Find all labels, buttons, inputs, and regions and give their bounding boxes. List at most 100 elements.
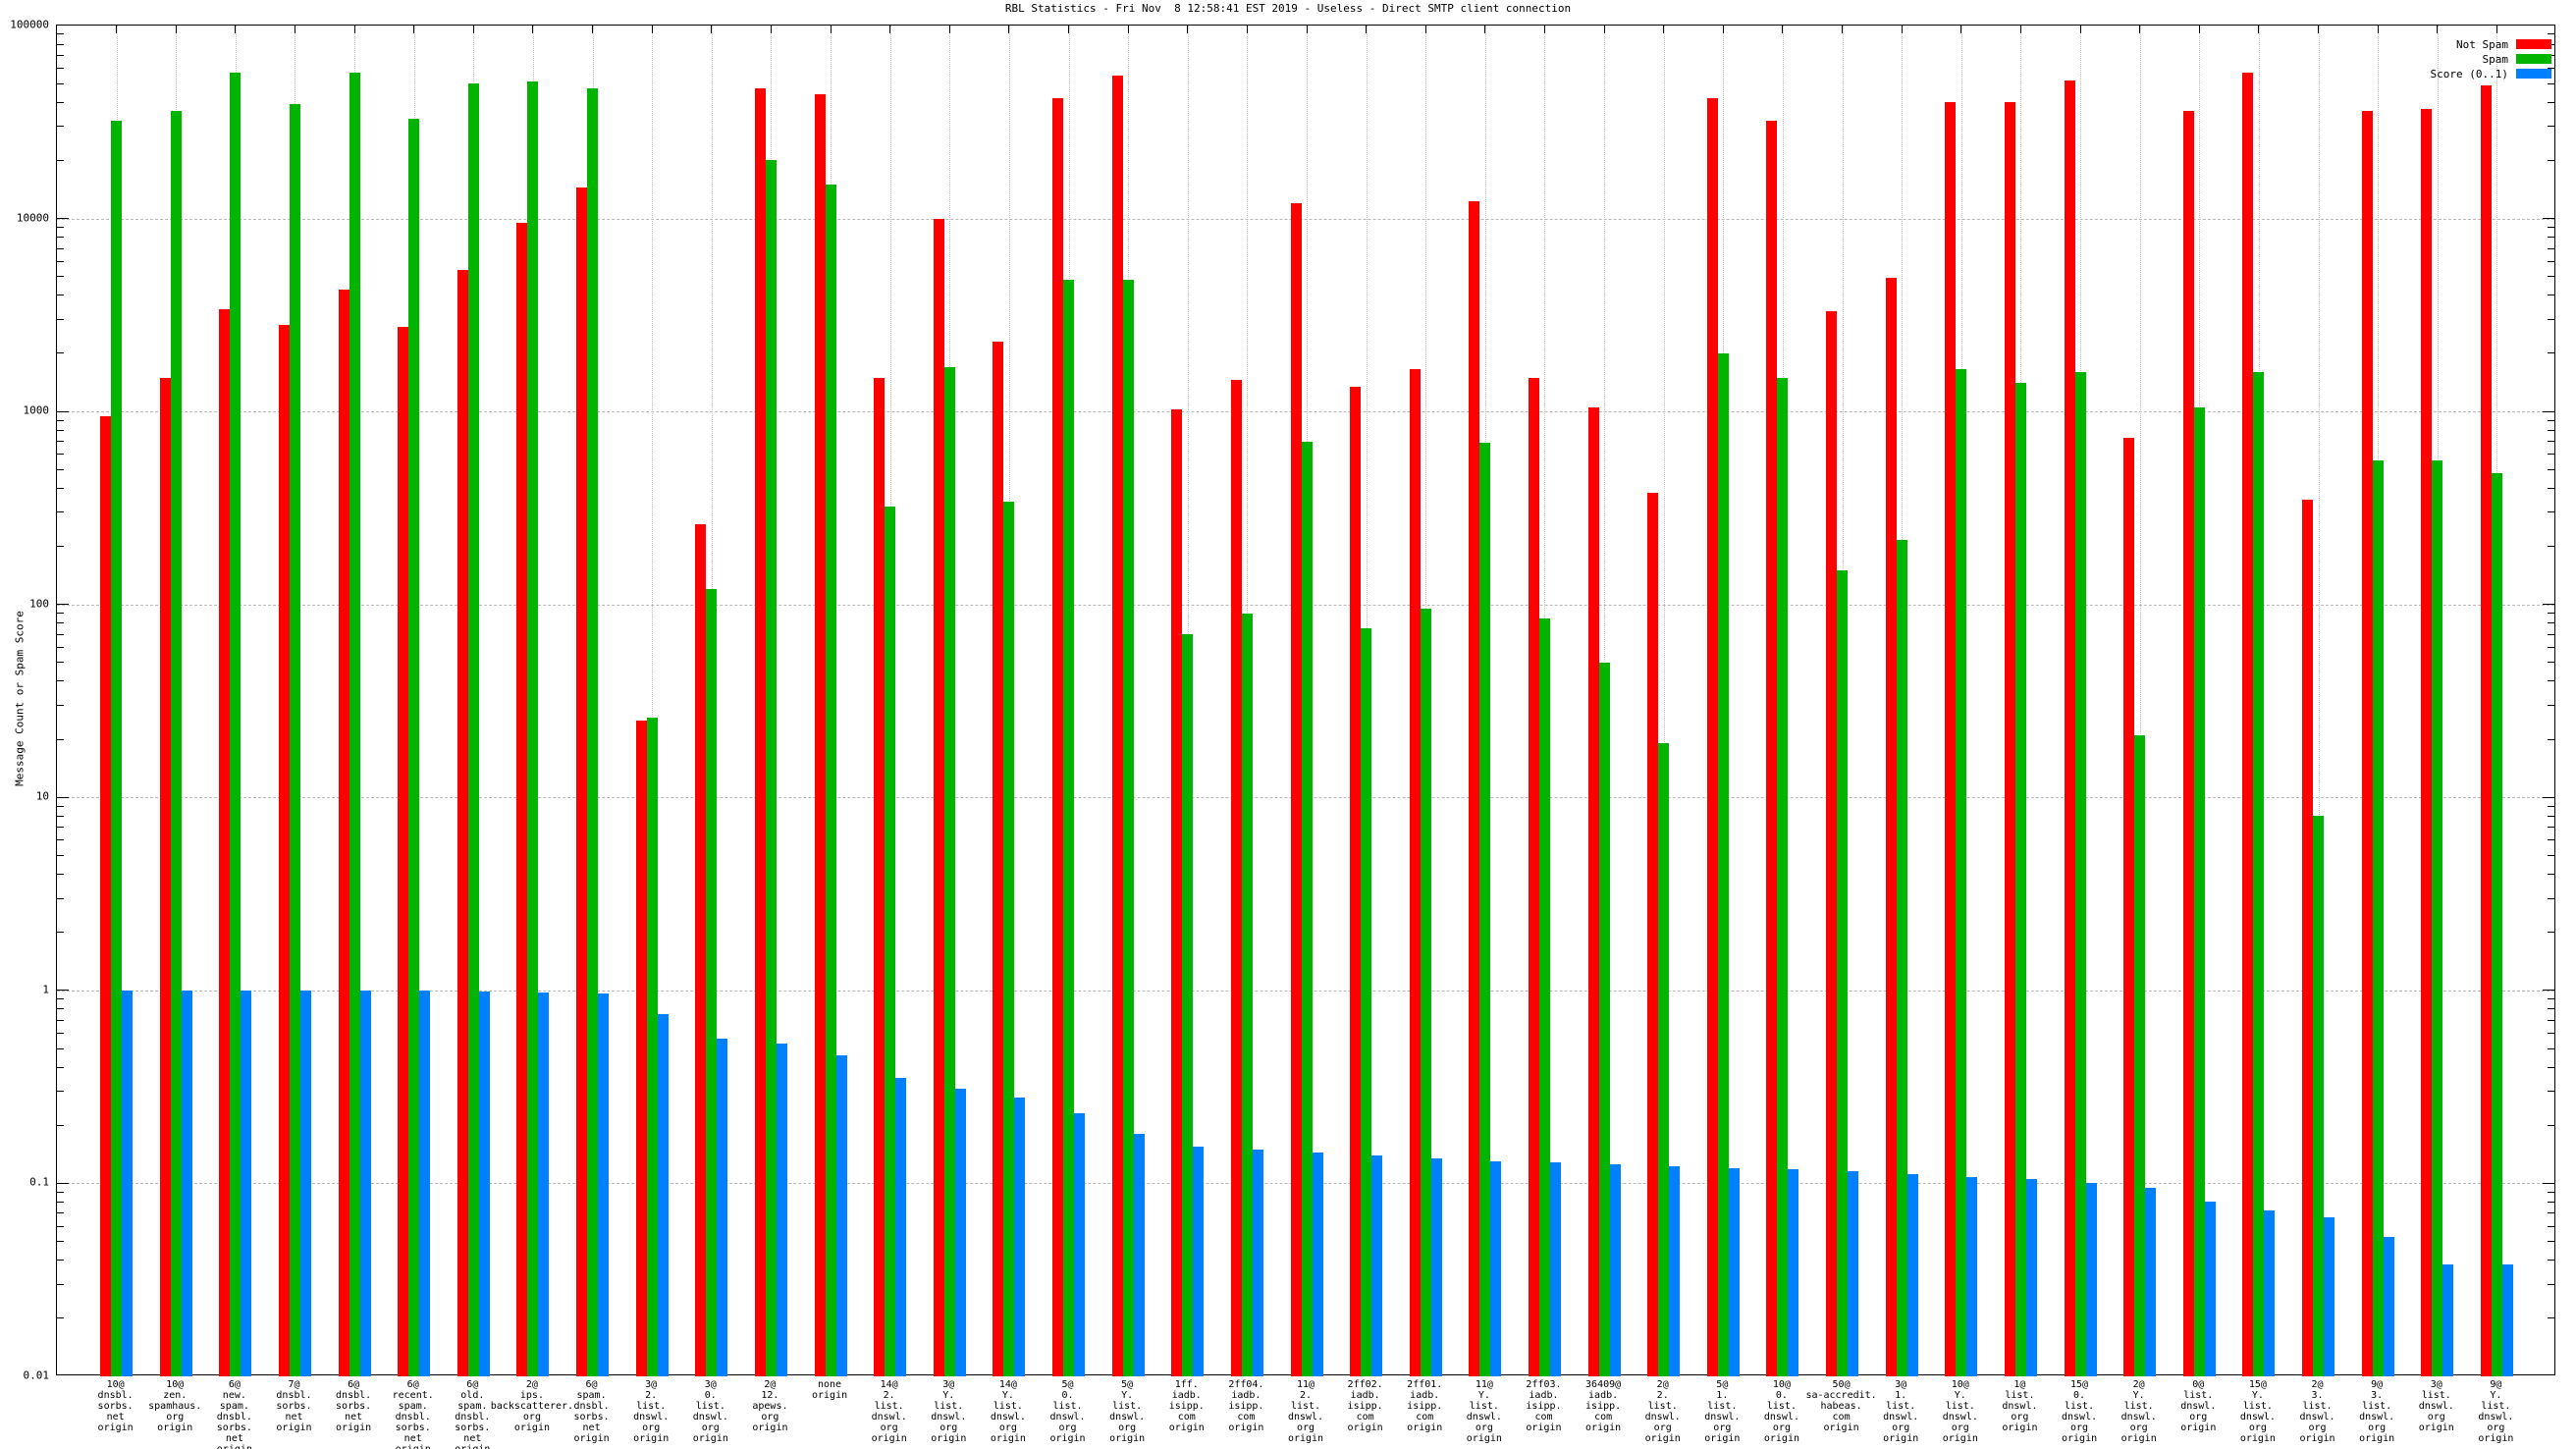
y-minor-tick: [2548, 227, 2554, 229]
bar-spam: [1598, 662, 1610, 1376]
bar-not-spam: [456, 270, 468, 1376]
y-minor-tick: [57, 932, 64, 934]
y-major-tick: [57, 410, 69, 412]
bar-score-0-1-: [1609, 1164, 1621, 1376]
x-tick-label: 2@ 12. apews. org origin: [752, 1379, 788, 1433]
bar-spam: [1479, 442, 1491, 1376]
y-minor-tick: [57, 276, 64, 278]
bar-score-0-1-: [1312, 1152, 1323, 1376]
bar-spam: [2491, 472, 2502, 1376]
x-top-tick: [2437, 26, 2439, 33]
bar-not-spam: [874, 377, 886, 1376]
y-minor-tick: [57, 1283, 64, 1285]
bar-score-0-1-: [419, 990, 431, 1376]
x-top-tick: [1484, 26, 1486, 33]
x-top-tick: [1366, 26, 1368, 33]
y-minor-tick: [57, 546, 64, 548]
x-top-tick: [2258, 26, 2260, 33]
y-minor-tick: [57, 1241, 64, 1243]
bar-score-0-1-: [2383, 1236, 2394, 1376]
x-top-tick: [1663, 26, 1665, 33]
x-tick-label: 14@ Y. list. dnswl. org origin: [990, 1379, 1026, 1444]
y-major-tick: [2543, 410, 2554, 412]
y-minor-tick: [2548, 1091, 2554, 1093]
x-tick-label: 6@ new. spam. dnsbl. sorbs. net origin: [216, 1379, 252, 1449]
bar-not-spam: [933, 218, 944, 1376]
bar-not-spam: [993, 342, 1004, 1376]
y-minor-tick: [2548, 932, 2554, 934]
y-minor-tick: [57, 815, 64, 817]
y-minor-tick: [2548, 276, 2554, 278]
x-tick-label: 7@ dnsbl. sorbs. net origin: [276, 1379, 312, 1433]
y-minor-tick: [57, 662, 64, 664]
bar-spam: [1837, 570, 1849, 1376]
bar-spam: [2074, 372, 2086, 1376]
y-minor-tick: [57, 897, 64, 899]
y-minor-tick: [2548, 237, 2554, 239]
y-minor-tick: [57, 126, 64, 128]
bar-score-0-1-: [598, 993, 610, 1376]
x-top-tick: [1306, 26, 1308, 33]
y-minor-tick: [2548, 82, 2554, 84]
x-tick-label: 10@ Y. list. dnswl. org origin: [1942, 1379, 1978, 1444]
bar-spam: [1003, 502, 1015, 1376]
bar-not-spam: [1350, 386, 1362, 1376]
bar-spam: [765, 160, 777, 1376]
x-top-tick: [889, 26, 891, 33]
x-tick-label: 15@ Y. list. dnswl. org origin: [2239, 1379, 2276, 1444]
bar-spam: [170, 111, 182, 1376]
bar-score-0-1-: [1549, 1162, 1561, 1376]
x-top-tick: [770, 26, 772, 33]
y-minor-tick: [57, 247, 64, 249]
bar-not-spam: [2004, 102, 2015, 1376]
y-minor-tick: [57, 1212, 64, 1214]
x-tick-label: 2ff04. iadb. isipp. com origin: [1228, 1379, 1264, 1433]
bar-not-spam: [1171, 408, 1183, 1376]
bar-spam: [1301, 441, 1313, 1376]
x-top-tick: [1127, 26, 1129, 33]
bar-score-0-1-: [717, 1039, 728, 1376]
bar-score-0-1-: [1906, 1173, 1918, 1376]
x-tick-label: 36409@ iadb. isipp. com origin: [1585, 1379, 1622, 1433]
y-minor-tick: [57, 704, 64, 706]
bar-not-spam: [1469, 200, 1480, 1376]
y-major-tick: [57, 796, 69, 798]
bar-spam: [111, 121, 123, 1376]
y-minor-tick: [57, 1047, 64, 1049]
legend-label-score: Score (0..1): [2430, 67, 2508, 80]
y-minor-tick: [2548, 454, 2554, 456]
y-minor-tick: [57, 159, 64, 161]
x-top-tick: [235, 26, 237, 33]
y-minor-tick: [57, 1191, 64, 1193]
x-top-tick: [532, 26, 534, 33]
y-minor-tick: [2548, 1191, 2554, 1193]
x-top-tick: [2377, 26, 2379, 33]
y-major-tick: [2543, 1182, 2554, 1184]
bar-not-spam: [2064, 80, 2075, 1376]
x-tick-label: 6@ recent. spam. dnsbl. sorbs. net origi…: [392, 1379, 434, 1449]
bar-spam: [587, 88, 599, 1376]
y-minor-tick: [57, 82, 64, 84]
x-tick-label: 6@ dnsbl. sorbs. net origin: [336, 1379, 372, 1433]
bar-score-0-1-: [1728, 1167, 1740, 1376]
y-tick-label: 0.01: [23, 1368, 50, 1382]
x-tick-label: 5@ 0. list. dnswl. org origin: [1049, 1379, 1086, 1444]
bar-score-0-1-: [1430, 1157, 1442, 1376]
x-tick-label: 2ff03. iadb. isipp. com origin: [1526, 1379, 1562, 1433]
bar-spam: [943, 366, 955, 1376]
bar-not-spam: [1052, 98, 1064, 1376]
x-tick-label: 2@ Y. list. dnswl. org origin: [2120, 1379, 2157, 1444]
y-minor-tick: [57, 260, 64, 262]
bar-score-0-1-: [1848, 1171, 1859, 1376]
bar-spam: [2253, 372, 2265, 1376]
y-minor-tick: [57, 1124, 64, 1126]
bar-score-0-1-: [1193, 1147, 1205, 1376]
x-tick-label: 2@ 2. list. dnswl. org origin: [1644, 1379, 1681, 1444]
bar-not-spam: [1409, 369, 1421, 1376]
x-tick-label: 3@ 2. list. dnswl. org origin: [633, 1379, 670, 1444]
x-tick-label: 15@ 0. list. dnswl. org origin: [2061, 1379, 2098, 1444]
bar-score-0-1-: [122, 990, 134, 1376]
y-minor-tick: [2548, 874, 2554, 875]
x-tick-label: 5@ 1. list. dnswl. org origin: [1704, 1379, 1741, 1444]
